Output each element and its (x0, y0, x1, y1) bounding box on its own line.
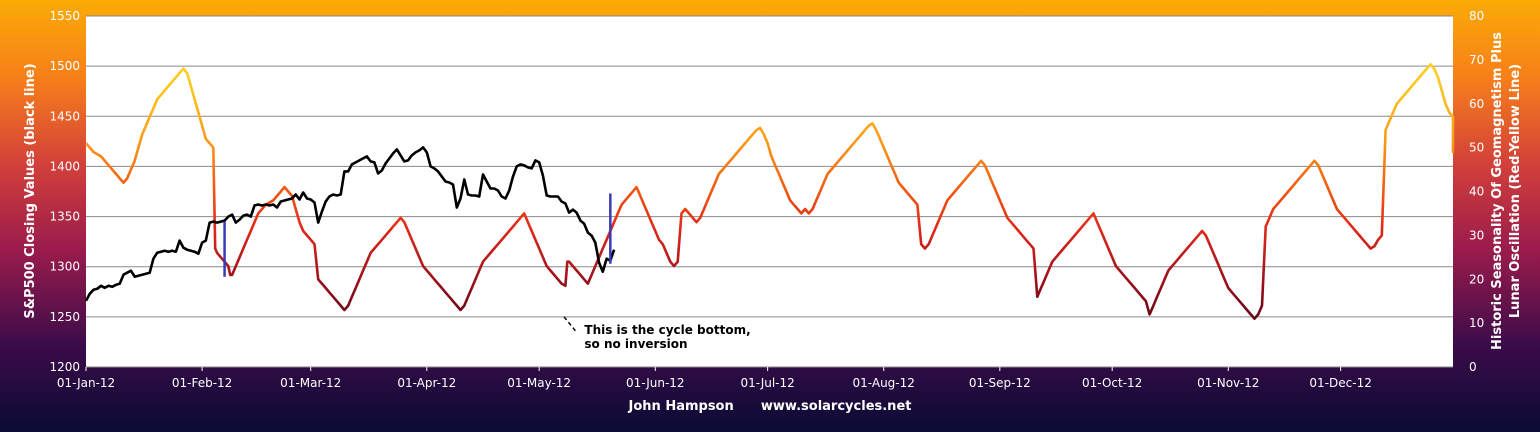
x-axis-credit: John Hampson www.solarcycles.net (628, 399, 912, 414)
seasonality-line (85, 63, 1455, 320)
x-tick-label: 01-Nov-12 (1197, 376, 1259, 390)
left-tick-label: 1250 (49, 310, 80, 324)
x-tick-label: 01-Jul-12 (740, 376, 794, 390)
left-tick-label: 1350 (49, 210, 80, 224)
inversion-markers (223, 193, 612, 277)
right-tick-label: 40 (1469, 185, 1484, 199)
grid-lines (86, 15, 1453, 368)
left-tick-label: 1300 (49, 260, 80, 274)
right-axis-title-line-1: Historic Seasonality Of Geomagnetism Plu… (1490, 32, 1505, 350)
right-tick-label: 80 (1469, 9, 1484, 23)
right-tick-label: 30 (1469, 228, 1484, 242)
x-tick-label: 01-Sep-12 (969, 376, 1031, 390)
plot-area (86, 16, 1453, 367)
left-tick-label: 1500 (49, 59, 80, 73)
x-tick-label: 01-Jan-12 (57, 376, 115, 390)
right-axis-title-line-2: Lunar Oscillation (Red-Yellow Line) (1508, 64, 1523, 318)
x-tick-label: 01-Aug-12 (853, 376, 915, 390)
annotation-line-2: so no inversion (584, 337, 687, 351)
x-axis-ticks: 01-Jan-12 01-Feb-12 01-Mar-12 01-Apr-12 01-M… (57, 367, 1372, 390)
right-tick-label: 70 (1469, 53, 1484, 67)
annotation-line-1: This is the cycle bottom, (584, 323, 750, 337)
x-tick-label: 01-Apr-12 (397, 376, 456, 390)
left-tick-label: 1400 (49, 159, 80, 173)
right-tick-label: 50 (1469, 141, 1484, 155)
left-axis-ticks: 1200 1250 1300 1350 1400 1450 1500 1550 (49, 9, 80, 374)
right-tick-label: 20 (1469, 272, 1484, 286)
right-tick-label: 0 (1469, 360, 1477, 374)
annotation: This is the cycle bottom, so no inversio… (561, 314, 751, 351)
x-tick-label: 01-Mar-12 (280, 376, 341, 390)
right-tick-label: 10 (1469, 316, 1484, 330)
x-tick-label: 01-Dec-12 (1309, 376, 1371, 390)
left-tick-label: 1450 (49, 109, 80, 123)
x-tick-label: 01-Feb-12 (172, 376, 232, 390)
annotation-arrow (561, 314, 576, 332)
x-tick-label: 01-May-12 (507, 376, 571, 390)
right-axis-ticks: 0 10 20 30 40 50 60 70 80 (1469, 9, 1484, 374)
sp500-line (84, 146, 616, 302)
right-tick-label: 60 (1469, 97, 1484, 111)
x-tick-label: 01-Jun-12 (626, 376, 685, 390)
left-tick-label: 1200 (49, 360, 80, 374)
left-axis-title: S&P500 Closing Values (black line) (23, 63, 38, 318)
left-tick-label: 1550 (49, 9, 80, 23)
x-tick-label: 01-Oct-12 (1082, 376, 1142, 390)
